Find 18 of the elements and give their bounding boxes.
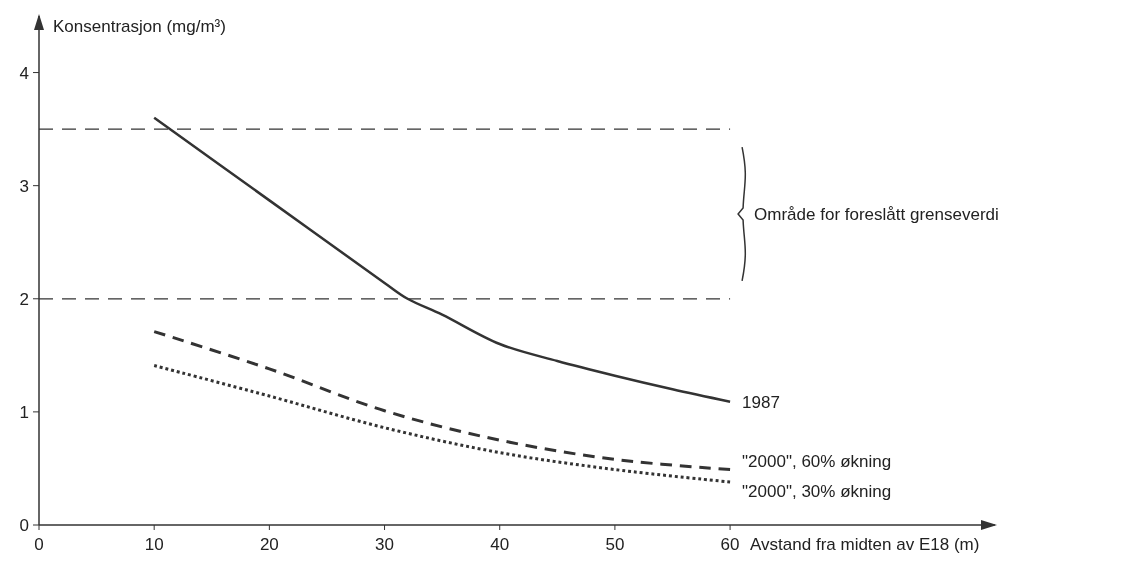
y-tick-label: 2	[19, 289, 29, 309]
x-tick-label: 10	[144, 535, 164, 554]
x-tick-label: 20	[259, 535, 279, 554]
series-label: 1987	[742, 392, 780, 412]
x-tick-label: 60	[720, 535, 740, 554]
x-tick-label: 50	[605, 535, 625, 554]
y-tick-label: 4	[19, 63, 29, 83]
y-tick-label: 1	[19, 402, 29, 422]
series-label: "2000", 30% økning	[742, 481, 892, 501]
y-tick-label: 0	[19, 515, 29, 535]
x-tick-label: 40	[490, 535, 510, 554]
x-axis-title: Avstand fra midten av E18 (m)	[750, 535, 980, 554]
x-tick-label: 30	[375, 535, 394, 554]
y-tick-label: 3	[19, 176, 29, 196]
series-label: "2000", 60% økning	[742, 451, 892, 471]
annotation: Område for foreslått grenseverdi	[754, 204, 999, 224]
y-axis-title: Konsentrasjon (mg/m³)	[53, 16, 226, 36]
x-tick-label: 0	[34, 535, 44, 554]
